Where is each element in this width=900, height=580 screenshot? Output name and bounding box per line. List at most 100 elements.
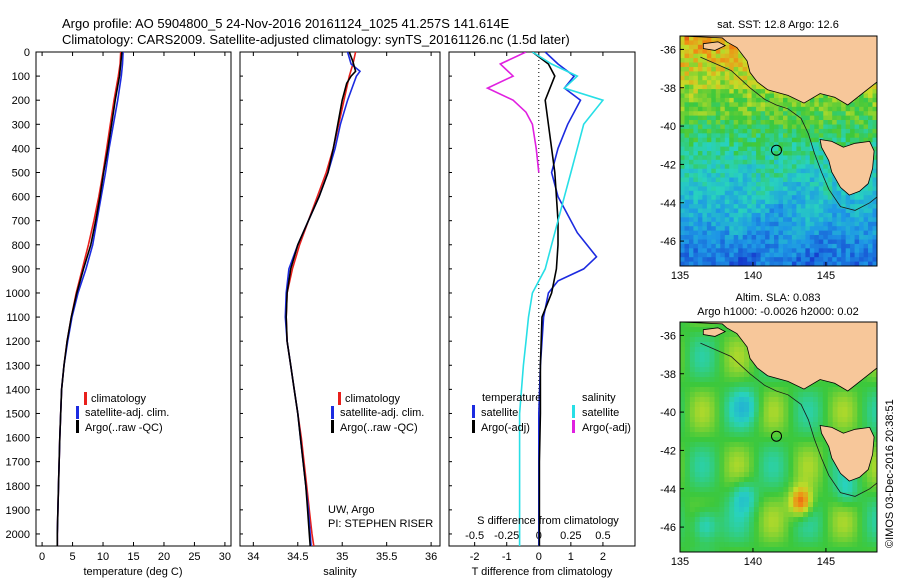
sst-cell (711, 243, 717, 249)
sla-cell (739, 387, 745, 393)
sst-cell (733, 115, 739, 121)
sla-cell (749, 392, 755, 398)
sla-cell (734, 407, 740, 413)
sst-cell (836, 199, 842, 205)
sla-cell (822, 402, 829, 408)
sla-cell (680, 322, 686, 328)
sst-cell (868, 133, 874, 139)
sst-cell (863, 217, 869, 223)
sla-cell (872, 532, 877, 538)
sla-cell (788, 542, 794, 548)
sla-cell (734, 472, 740, 478)
sst-cell (859, 243, 865, 249)
sst-cell (805, 230, 811, 236)
sla-cell (783, 522, 789, 528)
sst-cell (697, 124, 703, 130)
sla-cell (739, 402, 745, 408)
sst-cell (733, 49, 739, 55)
sst-cell (796, 190, 802, 196)
sla-cell (788, 397, 794, 403)
sla-cell (773, 437, 780, 443)
sst-cell (841, 230, 847, 236)
sla-cell (832, 497, 839, 503)
sla-cell (704, 457, 711, 463)
sla-cell (680, 522, 686, 528)
sst-cell (778, 208, 784, 214)
sst-cell (738, 252, 744, 258)
sla-cell (822, 542, 829, 548)
sla-cell (709, 517, 715, 523)
sla-cell (852, 407, 858, 413)
sst-cell (872, 115, 877, 121)
map-lat-label: -42 (660, 445, 676, 457)
sst-cell (791, 204, 797, 210)
sst-cell (827, 235, 833, 240)
sst-cell (706, 155, 712, 161)
sla-cell (837, 532, 844, 538)
sla-cell (763, 437, 770, 443)
sla-cell (773, 527, 780, 533)
sla-cell (704, 532, 711, 538)
sst-cell (800, 217, 806, 223)
sla-cell (862, 547, 868, 552)
sst-cell (814, 151, 820, 156)
sla-cell (729, 512, 735, 518)
sst-cell (859, 195, 865, 201)
sst-cell (859, 102, 865, 108)
sla-cell (753, 462, 760, 468)
sla-cell (680, 332, 686, 338)
sst-cell (756, 111, 762, 117)
sla-cell (744, 407, 750, 413)
sla-cell (827, 467, 834, 473)
sst-cell (868, 111, 874, 117)
sst-cell (747, 221, 753, 227)
sla-cell (793, 427, 799, 433)
sla-cell (758, 537, 765, 543)
sla-cell (817, 407, 824, 413)
sla-cell (729, 342, 735, 348)
sst-cell (760, 252, 766, 258)
sst-cell (809, 168, 815, 174)
sst-cell (796, 164, 802, 170)
sla-cell (724, 467, 730, 473)
sst-cell (787, 235, 793, 240)
sla-cell (788, 437, 794, 443)
depth-tick-label: 800 (12, 240, 30, 252)
sst-cell (747, 217, 753, 223)
sst-cell (689, 67, 695, 72)
sst-cell (706, 221, 712, 227)
sla-cell (719, 347, 725, 353)
sst-cell (805, 182, 811, 187)
sst-cell (747, 252, 753, 258)
sla-cell (862, 377, 868, 383)
sst-cell (832, 204, 838, 210)
sst-cell (863, 195, 869, 201)
sst-cell (774, 208, 780, 214)
sst-cell (765, 168, 771, 174)
s-difference-axis-label: S difference from climatology (477, 515, 619, 527)
sla-cell (763, 442, 770, 448)
sst-cell (818, 128, 824, 134)
sst-cell (693, 137, 699, 143)
sst-cell (796, 257, 802, 263)
sst-cell (684, 230, 690, 236)
sla-cell (744, 472, 750, 478)
sla-cell (753, 492, 760, 498)
sst-cell (747, 106, 753, 112)
sla-cell (783, 397, 789, 403)
sst-cell (720, 49, 726, 55)
sst-cell (715, 212, 721, 218)
sst-cell (729, 252, 735, 258)
sst-cell (791, 142, 797, 148)
sla-cell (729, 522, 735, 528)
sst-cell (756, 199, 762, 205)
sst-cell (868, 106, 874, 112)
sla-cell (822, 522, 829, 528)
sst-cell (751, 221, 757, 227)
sst-cell (742, 97, 748, 103)
sst-cell (783, 230, 789, 236)
sst-cell (747, 133, 753, 139)
sst-cell (738, 53, 744, 59)
sst-cell (733, 177, 739, 183)
sst-cell (791, 190, 797, 196)
